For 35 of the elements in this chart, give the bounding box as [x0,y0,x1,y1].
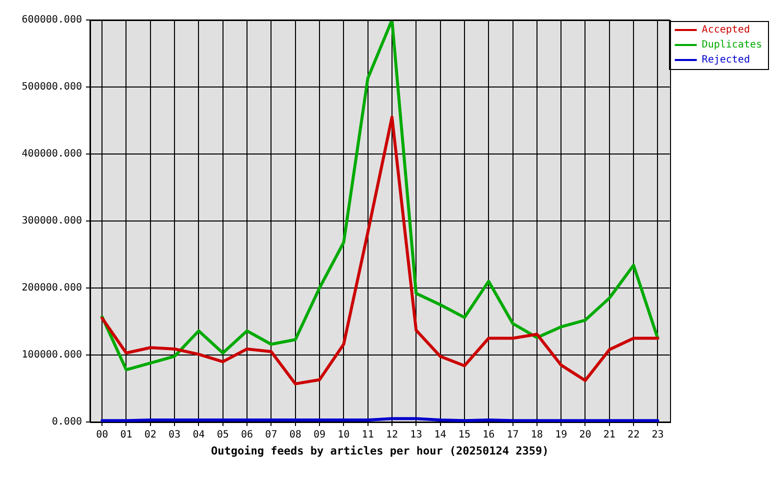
x-tick-label: 23 [652,430,664,441]
x-axis-title: Outgoing feeds by articles per hour (20250124 2359) [211,444,549,458]
y-tick-label: 0.000 [52,416,82,428]
y-tick-label: 300000.000 [22,216,82,227]
x-tick-label: 09 [313,430,326,441]
legend-label: Accepted [702,24,750,36]
x-tick-label: 04 [192,430,205,441]
x-tick-label: 12 [386,430,398,441]
x-tick-label: 11 [362,430,374,441]
x-tick-label: 06 [241,430,254,441]
x-tick-label: 19 [555,430,568,441]
y-tick-label: 500000.000 [22,82,82,93]
y-tick-label: 200000.000 [22,282,82,294]
x-tick-label: 18 [530,430,543,441]
y-tick-label: 600000.000 [22,14,82,26]
legend-label: Duplicates [702,40,762,51]
x-tick-label: 13 [410,430,422,441]
x-tick-label: 00 [96,430,108,441]
x-tick-label: 08 [289,430,302,441]
x-tick-label: 15 [458,430,470,441]
x-tick-label: 22 [628,430,640,441]
x-tick-label: 05 [216,430,229,441]
legend-label: Rejected [702,54,750,66]
x-tick-label: 02 [144,430,156,441]
x-tick-label: 20 [579,430,592,441]
x-tick-label: 16 [482,430,495,441]
x-tick-label: 21 [603,430,616,441]
x-tick-label: 07 [265,430,278,441]
x-tick-label: 03 [168,430,181,441]
x-tick-label: 14 [434,430,446,441]
x-tick-label: 17 [506,430,519,441]
y-tick-label: 400000.000 [22,148,82,160]
y-tick-label: 100000.000 [22,350,82,361]
x-tick-label: 01 [120,430,132,441]
x-tick-label: 10 [338,430,350,441]
